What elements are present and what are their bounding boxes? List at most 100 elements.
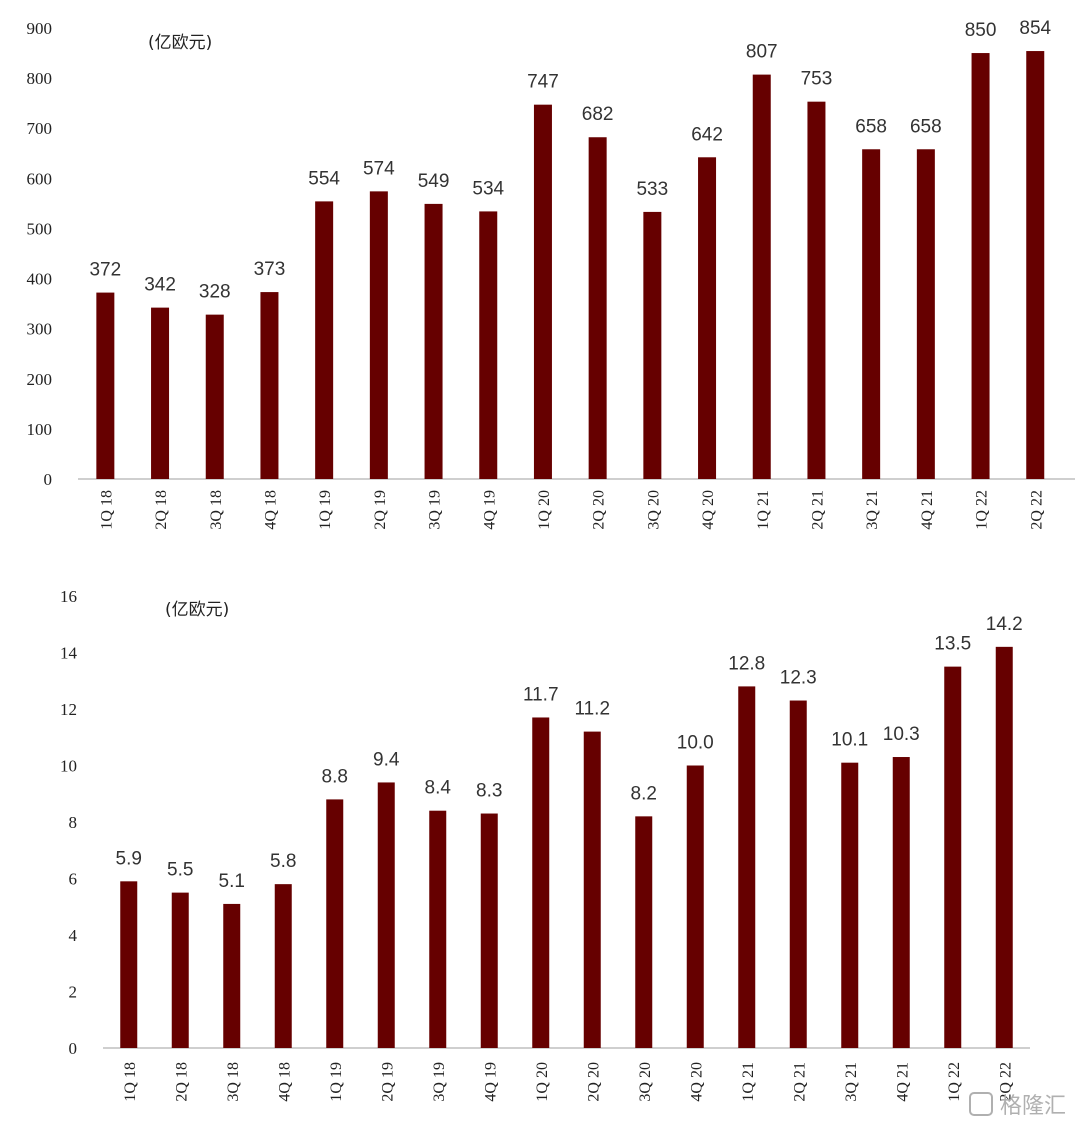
- data-label: 658: [910, 116, 942, 137]
- data-label: 5.1: [219, 871, 245, 892]
- x-tick-label: 2Q 22: [997, 1062, 1014, 1102]
- bar: [738, 686, 756, 1048]
- y-tick-label: 6: [69, 870, 78, 889]
- bar: [205, 314, 224, 479]
- bar: [588, 137, 607, 479]
- data-label: 9.4: [373, 749, 400, 770]
- x-tick-label: 4Q 21: [894, 1062, 911, 1102]
- bar: [274, 884, 292, 1048]
- bar: [686, 765, 704, 1048]
- data-label: 658: [855, 116, 887, 137]
- y-tick-label: 8: [69, 813, 78, 832]
- data-label: 747: [527, 72, 559, 93]
- bar: [1026, 51, 1045, 479]
- y-tick-label: 0: [69, 1039, 78, 1058]
- chart-bottom: 0 2 4 6 8 10 12 14 16 (亿欧元) 5.9 1Q 18 5.5 2Q 18 5.1 3Q …: [60, 587, 1030, 1102]
- bar: [429, 810, 447, 1048]
- y-tick-label: 200: [27, 370, 53, 389]
- data-label: 8.3: [476, 781, 502, 802]
- data-label: 574: [363, 158, 395, 179]
- data-label: 682: [582, 104, 614, 125]
- data-label: 5.9: [116, 848, 142, 869]
- x-tick-label: 3Q 18: [225, 1062, 242, 1102]
- y-tick-label: 12: [60, 700, 77, 719]
- unit-label: (亿欧元): [148, 33, 212, 53]
- bar: [315, 201, 334, 479]
- data-label: 10.0: [677, 733, 714, 754]
- x-tick-label: 4Q 20: [688, 1062, 705, 1102]
- x-tick-label: 1Q 18: [98, 490, 115, 530]
- chart-top: 0 100 200 300 400 500 600 700 800 900 (亿欧元) 372 1Q 1…: [27, 18, 1075, 530]
- bar: [260, 292, 279, 479]
- y-tick-label: 100: [27, 420, 53, 439]
- data-label: 12.8: [728, 653, 765, 674]
- watermark: 格隆汇: [969, 1092, 1066, 1119]
- x-tick-label: 1Q 21: [740, 1062, 757, 1102]
- bar: [752, 74, 771, 479]
- data-label: 807: [746, 42, 778, 63]
- data-label: 5.5: [167, 860, 193, 881]
- x-tick-label: 1Q 20: [534, 1062, 551, 1102]
- bar: [533, 104, 552, 480]
- bar: [424, 203, 443, 479]
- x-tick-label: 1Q 19: [328, 1062, 345, 1102]
- bar: [120, 881, 138, 1048]
- y-tick-label: 700: [27, 119, 53, 138]
- bar: [171, 892, 189, 1048]
- data-label: 12.3: [780, 668, 817, 689]
- x-tick-label: 4Q 18: [262, 490, 279, 530]
- y-tick-label: 500: [27, 219, 53, 238]
- y-tick-label: 14: [60, 644, 78, 663]
- x-tick-label: 3Q 19: [431, 1062, 448, 1102]
- x-tick-label: 1Q 20: [536, 490, 553, 530]
- y-tick-label: 0: [44, 470, 53, 489]
- data-label: 342: [144, 275, 176, 296]
- bar: [862, 149, 881, 479]
- data-label: 5.8: [270, 851, 296, 872]
- data-label: 8.8: [322, 766, 348, 787]
- bar: [532, 717, 550, 1048]
- y-tick-label: 16: [60, 587, 77, 606]
- bar: [635, 816, 653, 1048]
- data-label: 372: [89, 260, 121, 281]
- data-label: 533: [636, 179, 668, 200]
- x-tick-label: 1Q 22: [946, 1062, 963, 1102]
- bar: [944, 666, 962, 1048]
- bar: [916, 149, 935, 479]
- x-tick-label: 1Q 21: [755, 490, 772, 530]
- x-tick-label: 4Q 21: [919, 490, 936, 530]
- bar: [480, 813, 498, 1048]
- bar: [892, 757, 910, 1048]
- data-label: 11.2: [574, 699, 610, 720]
- bar: [326, 799, 344, 1048]
- data-label: 549: [418, 171, 450, 192]
- y-tick-label: 4: [69, 926, 78, 945]
- data-label: 10.3: [883, 724, 920, 745]
- x-tick-label: 4Q 19: [482, 1062, 499, 1102]
- y-tick-label: 900: [27, 19, 53, 38]
- x-tick-label: 2Q 22: [1028, 490, 1045, 530]
- x-tick-label: 1Q 19: [317, 490, 334, 530]
- watermark-text: 格隆汇: [1000, 1094, 1066, 1119]
- x-tick-label: 1Q 18: [122, 1062, 139, 1102]
- y-tick-label: 10: [60, 757, 77, 776]
- bar: [971, 53, 990, 480]
- x-tick-label: 3Q 21: [864, 490, 881, 530]
- data-label: 850: [965, 20, 997, 41]
- x-tick-label: 3Q 20: [637, 1062, 654, 1102]
- bar: [369, 191, 388, 479]
- bar: [995, 646, 1013, 1048]
- unit-label: (亿欧元): [165, 600, 229, 620]
- x-tick-label: 4Q 18: [276, 1062, 293, 1102]
- bar: [377, 782, 395, 1048]
- bar: [583, 731, 601, 1048]
- data-label: 8.4: [425, 778, 452, 799]
- x-tick-label: 4Q 19: [481, 490, 498, 530]
- x-tick-label: 3Q 21: [843, 1062, 860, 1102]
- bar: [807, 101, 826, 479]
- x-tick-label: 4Q 20: [700, 490, 717, 530]
- x-tick-label: 3Q 19: [427, 490, 444, 530]
- bar: [789, 700, 807, 1048]
- data-label: 753: [801, 69, 833, 90]
